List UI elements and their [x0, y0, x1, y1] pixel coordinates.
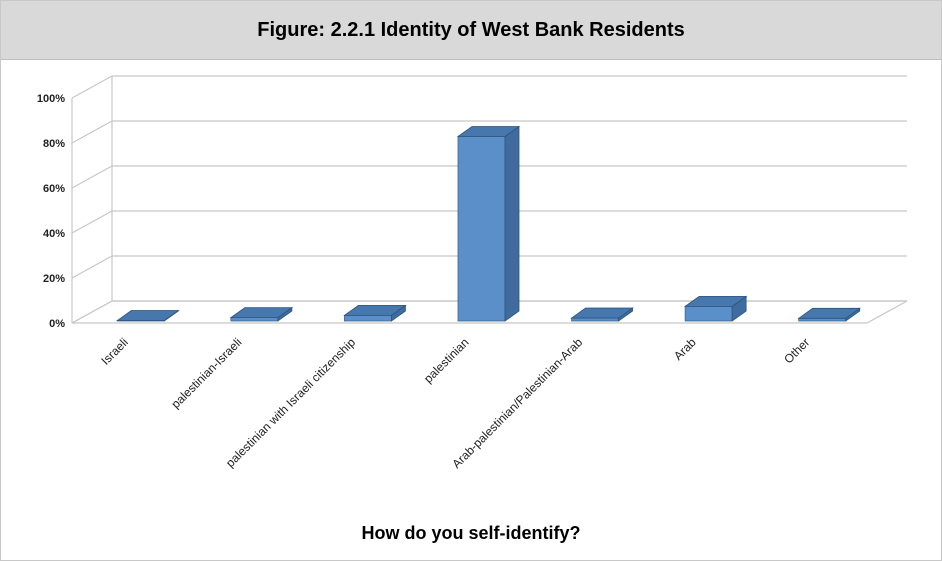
y-tick-label: 20% — [43, 273, 65, 285]
y-tick-label: 40% — [43, 228, 65, 240]
bar-chart: 0% 20% 40% 60% 80% 100% Israeli palestinian-Isr… — [37, 75, 908, 471]
x-tick-label: Arab-palestinian/Palestinian-Arab — [449, 335, 585, 471]
floor — [71, 300, 908, 324]
y-tick-label: 80% — [43, 138, 65, 150]
bar — [798, 317, 847, 322]
bar-top — [343, 304, 407, 316]
gridline-depth — [71, 120, 113, 144]
y-tick-label: 100% — [37, 93, 65, 105]
x-tick-label: palestinian-Israeli — [169, 335, 245, 411]
figure-title: Figure: 2.2.1 Identity of West Bank Resi… — [257, 18, 685, 41]
bar — [571, 317, 619, 322]
x-tick-label: palestinian — [421, 335, 471, 385]
bar-top — [456, 126, 521, 137]
bar-top — [797, 307, 861, 319]
bar-top — [570, 307, 634, 319]
y-tick-label: 0% — [49, 318, 65, 330]
bar-top — [116, 310, 180, 321]
bar-top — [229, 307, 294, 319]
gridline-depth — [71, 210, 113, 234]
x-tick-label: palestinian with Israeli citizenship — [223, 335, 358, 470]
x-tick-label: Israeli — [98, 335, 131, 368]
bar — [344, 314, 392, 322]
gridline-depth — [71, 75, 113, 99]
bar — [457, 136, 506, 322]
bar-top — [683, 295, 748, 307]
bar — [230, 317, 279, 322]
x-tick-label: Arab — [671, 335, 699, 363]
x-axis-title: How do you self-identify? — [361, 523, 581, 543]
gridline-depth — [71, 255, 113, 279]
gridline-depth — [71, 165, 113, 189]
y-tick-label: 60% — [43, 183, 65, 195]
figure-header: Figure: 2.2.1 Identity of West Bank Resi… — [1, 1, 941, 60]
x-tick-label: Other — [781, 335, 812, 366]
bar-side — [504, 125, 520, 322]
bar — [684, 305, 733, 322]
